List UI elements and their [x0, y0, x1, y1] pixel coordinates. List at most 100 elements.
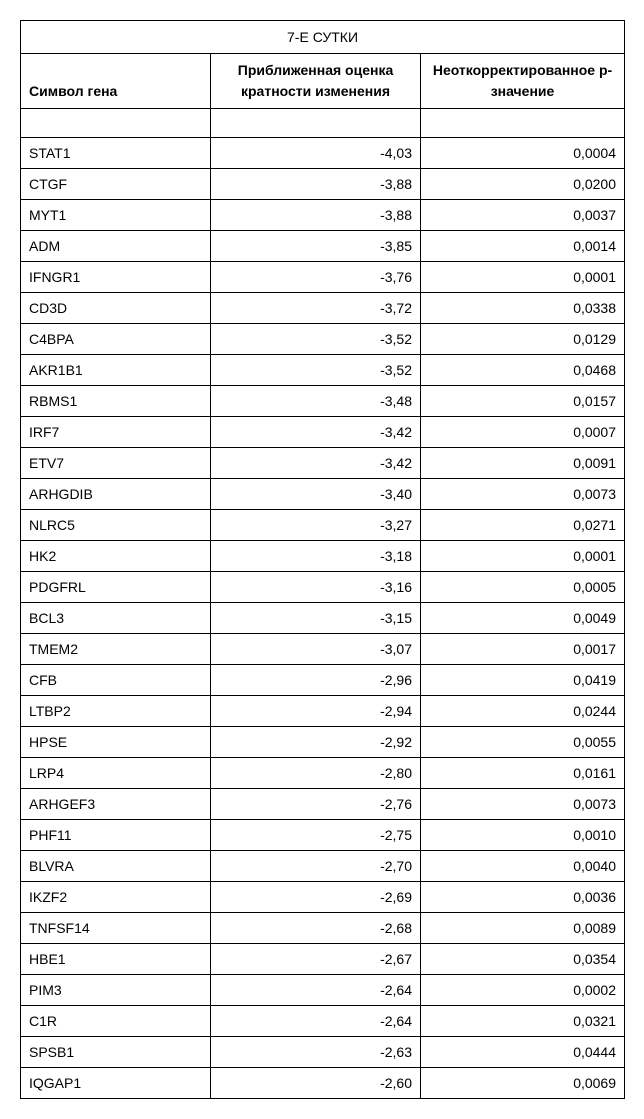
cell-gene: IKZF2 — [21, 882, 211, 913]
cell-pvalue: 0,0419 — [421, 665, 625, 696]
table-row: CD3D-3,720,0338 — [21, 293, 625, 324]
table-row: LTBP2-2,940,0244 — [21, 696, 625, 727]
cell-gene: C4BPA — [21, 324, 211, 355]
cell-fold: -3,16 — [211, 572, 421, 603]
cell-gene: CFB — [21, 665, 211, 696]
table-row: ARHGEF3-2,760,0073 — [21, 789, 625, 820]
table-row: SPSB1-2,630,0444 — [21, 1037, 625, 1068]
cell-pvalue: 0,0073 — [421, 789, 625, 820]
cell-fold: -3,88 — [211, 169, 421, 200]
col-header-gene: Символ гена — [21, 54, 211, 109]
table-row: PDGFRL-3,160,0005 — [21, 572, 625, 603]
cell-pvalue: 0,0444 — [421, 1037, 625, 1068]
cell-fold: -3,18 — [211, 541, 421, 572]
table-row: HPSE-2,920,0055 — [21, 727, 625, 758]
cell-fold: -3,27 — [211, 510, 421, 541]
cell-gene: HK2 — [21, 541, 211, 572]
cell-gene: IRF7 — [21, 417, 211, 448]
table-row: HBE1-2,670,0354 — [21, 944, 625, 975]
cell-pvalue: 0,0354 — [421, 944, 625, 975]
cell-pvalue: 0,0244 — [421, 696, 625, 727]
cell-pvalue: 0,0037 — [421, 200, 625, 231]
col-header-pvalue: Неоткорректированное p-значение — [421, 54, 625, 109]
cell-fold: -4,03 — [211, 138, 421, 169]
cell-gene: SPSB1 — [21, 1037, 211, 1068]
cell-gene: IQGAP1 — [21, 1068, 211, 1099]
cell-pvalue: 0,0036 — [421, 882, 625, 913]
spacer-row — [21, 109, 625, 138]
cell-pvalue: 0,0002 — [421, 975, 625, 1006]
cell-fold: -2,60 — [211, 1068, 421, 1099]
table-row: BCL3-3,150,0049 — [21, 603, 625, 634]
cell-fold: -3,07 — [211, 634, 421, 665]
cell-fold: -3,52 — [211, 355, 421, 386]
table-row: HK2-3,180,0001 — [21, 541, 625, 572]
cell-fold: -2,63 — [211, 1037, 421, 1068]
table-row: IQGAP1-2,600,0069 — [21, 1068, 625, 1099]
cell-pvalue: 0,0157 — [421, 386, 625, 417]
cell-gene: AKR1B1 — [21, 355, 211, 386]
cell-fold: -2,67 — [211, 944, 421, 975]
table-header-row: Символ гена Приближенная оценка кратност… — [21, 54, 625, 109]
cell-fold: -2,69 — [211, 882, 421, 913]
cell-fold: -3,48 — [211, 386, 421, 417]
cell-fold: -2,96 — [211, 665, 421, 696]
cell-fold: -3,40 — [211, 479, 421, 510]
cell-gene: CTGF — [21, 169, 211, 200]
cell-pvalue: 0,0069 — [421, 1068, 625, 1099]
cell-pvalue: 0,0073 — [421, 479, 625, 510]
cell-gene: PDGFRL — [21, 572, 211, 603]
cell-gene: IFNGR1 — [21, 262, 211, 293]
table-row: CFB-2,960,0419 — [21, 665, 625, 696]
cell-fold: -2,70 — [211, 851, 421, 882]
cell-fold: -3,88 — [211, 200, 421, 231]
gene-table: 7-Е СУТКИ Символ гена Приближенная оценк… — [20, 20, 625, 1099]
cell-pvalue: 0,0321 — [421, 1006, 625, 1037]
cell-gene: STAT1 — [21, 138, 211, 169]
table-row: MYT1-3,880,0037 — [21, 200, 625, 231]
cell-pvalue: 0,0161 — [421, 758, 625, 789]
cell-pvalue: 0,0017 — [421, 634, 625, 665]
cell-gene: NLRC5 — [21, 510, 211, 541]
table-row: PIM3-2,640,0002 — [21, 975, 625, 1006]
table-row: ETV7-3,420,0091 — [21, 448, 625, 479]
table-row: LRP4-2,800,0161 — [21, 758, 625, 789]
cell-gene: RBMS1 — [21, 386, 211, 417]
cell-gene: PHF11 — [21, 820, 211, 851]
cell-pvalue: 0,0001 — [421, 541, 625, 572]
table-row: IKZF2-2,690,0036 — [21, 882, 625, 913]
table-row: CTGF-3,880,0200 — [21, 169, 625, 200]
cell-fold: -3,72 — [211, 293, 421, 324]
cell-gene: LRP4 — [21, 758, 211, 789]
cell-fold: -3,42 — [211, 417, 421, 448]
cell-gene: ARHGDIB — [21, 479, 211, 510]
cell-gene: HPSE — [21, 727, 211, 758]
table-row: NLRC5-3,270,0271 — [21, 510, 625, 541]
cell-pvalue: 0,0007 — [421, 417, 625, 448]
table-row: C1R-2,640,0321 — [21, 1006, 625, 1037]
cell-gene: PIM3 — [21, 975, 211, 1006]
table-row: ADM-3,850,0014 — [21, 231, 625, 262]
cell-gene: BCL3 — [21, 603, 211, 634]
table-title-row: 7-Е СУТКИ — [21, 21, 625, 54]
cell-pvalue: 0,0004 — [421, 138, 625, 169]
table-row: ARHGDIB-3,400,0073 — [21, 479, 625, 510]
cell-fold: -2,76 — [211, 789, 421, 820]
table-row: IRF7-3,420,0007 — [21, 417, 625, 448]
col-header-fold: Приближенная оценка кратности изменения — [211, 54, 421, 109]
table-row: STAT1-4,030,0004 — [21, 138, 625, 169]
cell-pvalue: 0,0200 — [421, 169, 625, 200]
cell-fold: -3,15 — [211, 603, 421, 634]
cell-pvalue: 0,0468 — [421, 355, 625, 386]
cell-gene: TNFSF14 — [21, 913, 211, 944]
cell-fold: -2,80 — [211, 758, 421, 789]
cell-gene: BLVRA — [21, 851, 211, 882]
cell-gene: LTBP2 — [21, 696, 211, 727]
table-row: PHF11-2,750,0010 — [21, 820, 625, 851]
cell-gene: C1R — [21, 1006, 211, 1037]
cell-pvalue: 0,0010 — [421, 820, 625, 851]
cell-pvalue: 0,0049 — [421, 603, 625, 634]
cell-pvalue: 0,0040 — [421, 851, 625, 882]
cell-fold: -2,64 — [211, 1006, 421, 1037]
cell-fold: -3,76 — [211, 262, 421, 293]
